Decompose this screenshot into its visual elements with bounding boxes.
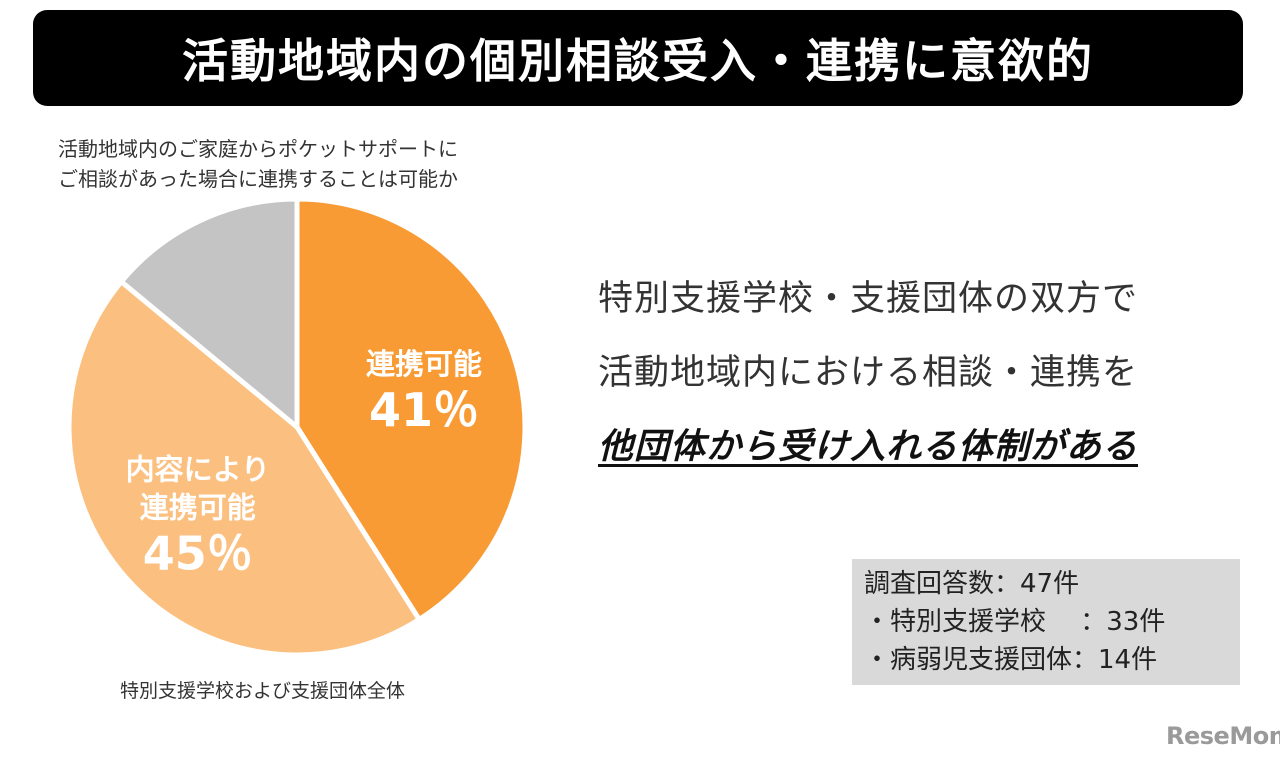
chart-caption: 特別支援学校および支援団体全体: [120, 680, 406, 702]
headline-line-1: 特別支援学校・支援団体の双方で: [598, 279, 1139, 319]
page-title: 活動地域内の個別相談受入・連携に意欲的: [182, 34, 1094, 88]
title-bar: 活動地域内の個別相談受入・連携に意欲的: [33, 10, 1243, 106]
question-line-1: 活動地域内のご家庭からポケットサポートに: [58, 137, 458, 161]
headline-emphasis: 他団体から受け入れる体制がある: [598, 427, 1139, 467]
pie-slice-3: [117, 196, 300, 433]
resemom-logo: ReseMom: [1166, 722, 1280, 750]
survey-question: 活動地域内のご家庭からポケットサポートに ご相談があった場合に連携することは可能…: [58, 134, 578, 194]
question-line-2: ご相談があった場合に連携することは可能か: [58, 167, 458, 191]
slice-value-text: 45％: [143, 526, 253, 580]
stats-box: 調査回答数：47件 ・特別支援学校 ：33件 ・病弱児支援団体：14件: [852, 559, 1240, 685]
pie-slice-2: [66, 278, 423, 658]
stats-schools: ・特別支援学校 ：33件: [864, 607, 1166, 637]
slice-value-text: 41％: [369, 383, 479, 437]
stats-groups: ・病弱児支援団体：14件: [864, 645, 1158, 675]
slice-label-text: 連携可能: [140, 490, 256, 524]
stats-total: 調査回答数：47件: [864, 569, 1080, 599]
headline: 特別支援学校・支援団体の双方で 活動地域内における相談・連携を 他団体から受け入…: [598, 262, 1258, 484]
headline-line-2: 活動地域内における相談・連携を: [598, 353, 1139, 393]
slice-label-text: 内容により: [126, 452, 270, 486]
slice-label-text: 連携可能: [366, 347, 482, 381]
